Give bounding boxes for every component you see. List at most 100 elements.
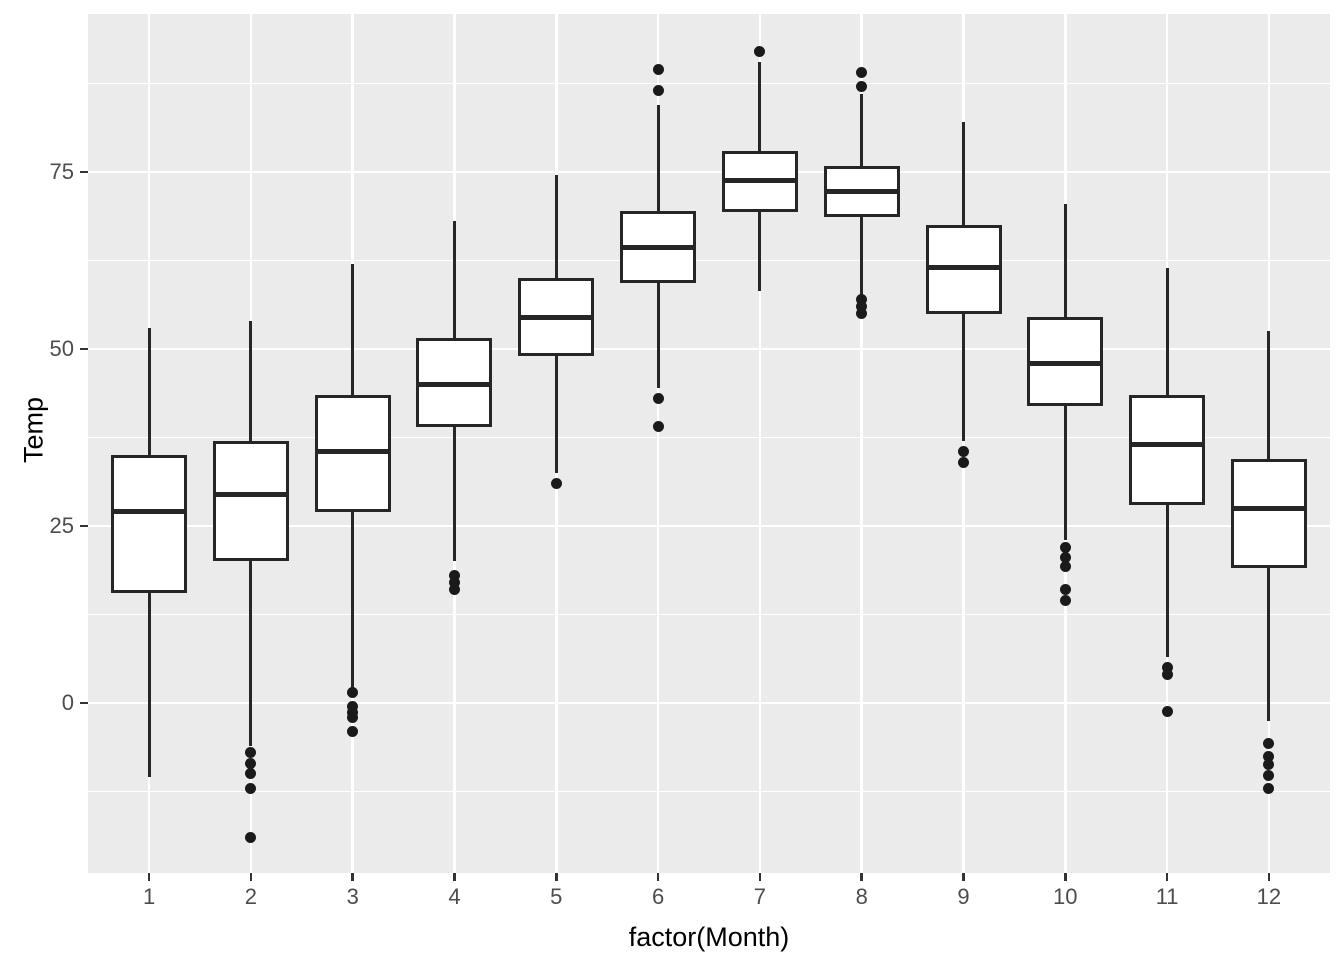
outlier-dot [347, 701, 359, 713]
outlier-dot [856, 308, 868, 320]
outlier-dot [856, 300, 868, 312]
outlier-dot [448, 584, 460, 596]
x-tick-mark [249, 873, 253, 881]
outlier-dot [1059, 552, 1071, 564]
lower-whisker [962, 313, 965, 442]
outlier-dot [652, 63, 664, 75]
y-tick-mark [80, 170, 88, 174]
x-tick-label: 1 [142, 884, 156, 909]
iqr-box [111, 455, 188, 594]
upper-whisker [452, 221, 456, 339]
outlier-dot [245, 757, 257, 769]
median-line [825, 188, 898, 194]
category-gridline [656, 14, 660, 873]
y-tick-mark [80, 524, 88, 528]
major-gridline [88, 701, 1330, 705]
upper-whisker [860, 94, 864, 167]
minor-gridline [88, 82, 1330, 85]
minor-gridline [88, 613, 1330, 616]
outlier-dot [245, 782, 257, 794]
outlier-dot [448, 577, 460, 589]
outlier-dot [754, 46, 766, 58]
lower-whisker [860, 217, 864, 296]
outlier-dot [347, 712, 359, 724]
lower-whisker [147, 593, 151, 778]
x-tick-mark [1165, 873, 1169, 881]
outlier-dot [347, 706, 359, 718]
upper-whisker [758, 62, 762, 151]
x-tick-mark [860, 873, 863, 881]
median-line [723, 177, 796, 183]
outlier-dot [1059, 541, 1071, 553]
lower-whisker [1063, 405, 1067, 541]
upper-whisker [351, 263, 355, 395]
upper-whisker [1267, 331, 1271, 459]
outlier-dot [1059, 594, 1071, 606]
x-tick-label: 2 [244, 884, 257, 909]
median-line [1131, 442, 1204, 448]
upper-whisker [962, 122, 965, 226]
x-tick-mark [453, 873, 456, 881]
x-tick-label: 6 [651, 884, 665, 909]
outlier-dot [652, 84, 664, 96]
lower-whisker [656, 283, 660, 388]
y-tick-label: 50 [49, 335, 74, 361]
lower-whisker [452, 426, 456, 562]
x-tick-mark [555, 873, 558, 881]
x-tick-mark [962, 873, 965, 881]
outlier-dot [245, 747, 257, 759]
y-tick-label: 75 [49, 158, 74, 184]
x-tick-mark [758, 873, 762, 881]
upper-whisker [249, 320, 253, 441]
x-tick-mark [1267, 873, 1271, 881]
median-line [927, 265, 1000, 271]
outlier-dot [1263, 750, 1275, 762]
upper-whisker [656, 104, 660, 211]
outlier-dot [958, 446, 969, 458]
lower-whisker [1267, 568, 1271, 721]
minor-gridline [88, 436, 1330, 439]
outlier-dot [550, 478, 562, 489]
x-tick-label: 3 [346, 884, 359, 909]
upper-whisker [147, 327, 151, 456]
category-gridline [758, 14, 762, 873]
x-tick-mark [1064, 873, 1067, 881]
outlier-dot [1059, 560, 1071, 572]
category-gridline [860, 14, 863, 873]
outlier-dot [448, 570, 460, 582]
x-tick-label: 11 [1155, 884, 1179, 909]
outlier-dot [1263, 770, 1275, 782]
x-tick-mark [351, 873, 354, 881]
x-tick-label: 7 [753, 884, 767, 909]
x-tick-label: 5 [550, 884, 563, 909]
iqr-box [212, 441, 289, 562]
lower-whisker [554, 356, 558, 473]
outlier-dot [856, 293, 868, 305]
outlier-dot [652, 393, 664, 405]
major-gridline [88, 347, 1330, 351]
x-tick-mark [147, 873, 151, 881]
median-line [316, 449, 389, 455]
lower-whisker [758, 212, 762, 291]
minor-gridline [88, 790, 1330, 793]
major-gridline [88, 170, 1330, 174]
x-tick-label: 9 [957, 884, 970, 909]
outlier-dot [1161, 669, 1173, 681]
x-axis-title: factor(Month) [628, 922, 790, 952]
outlier-dot [1263, 759, 1275, 771]
median-line [113, 509, 186, 515]
outlier-dot [245, 832, 257, 844]
y-axis-title: Temp [18, 396, 49, 463]
upper-whisker [1165, 267, 1169, 395]
outlier-dot [856, 67, 868, 79]
outlier-dot [347, 725, 359, 737]
x-tick-mark [656, 873, 660, 881]
outlier-dot [245, 768, 257, 780]
median-line [1029, 360, 1102, 366]
lower-whisker [351, 511, 355, 689]
x-tick-label: 10 [1053, 884, 1078, 909]
upper-whisker [554, 175, 558, 279]
plot-panel [88, 14, 1330, 873]
median-line [1232, 505, 1305, 511]
